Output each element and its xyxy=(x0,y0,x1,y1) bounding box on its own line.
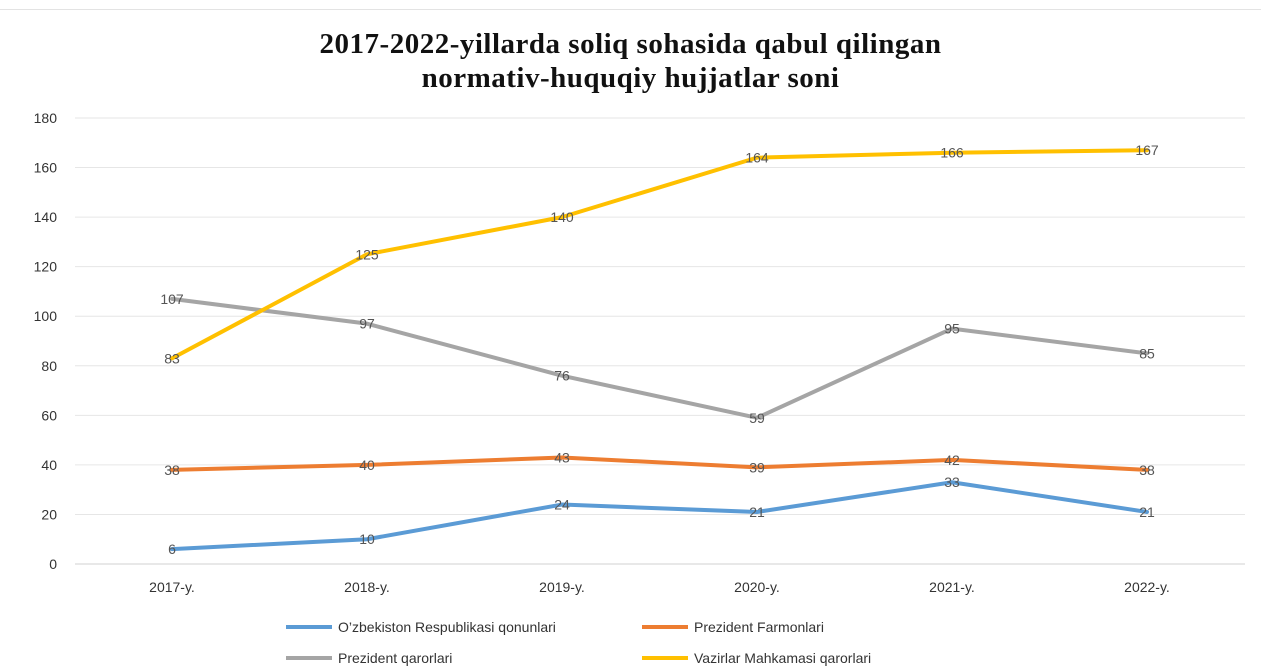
series-line xyxy=(170,296,1149,420)
legend-swatch xyxy=(642,656,688,660)
data-label: 125 xyxy=(355,246,379,262)
legend-label: Prezident qarorlari xyxy=(338,650,453,666)
y-tick-label: 140 xyxy=(34,209,58,225)
chart-title-line-2: normativ-huquqiy hujjatlar soni xyxy=(421,62,840,94)
data-label: 40 xyxy=(359,457,375,473)
y-tick-label: 0 xyxy=(49,556,57,572)
legend-swatch xyxy=(642,625,688,629)
x-tick-label: 2018-y. xyxy=(344,579,390,595)
x-tick-label: 2019-y. xyxy=(539,579,585,595)
legend-item-prezident-qarorlari: Prezident qarorlari xyxy=(286,650,452,666)
data-label: 42 xyxy=(944,452,960,468)
data-label: 59 xyxy=(749,410,765,426)
data-label: 164 xyxy=(745,150,769,166)
x-tick-label: 2022-y. xyxy=(1124,579,1170,595)
legend-item-farmonlari: Prezident Farmonlari xyxy=(642,619,824,635)
data-label: 38 xyxy=(164,462,180,478)
data-label: 83 xyxy=(164,350,180,366)
y-tick-label: 100 xyxy=(34,308,58,324)
data-label: 107 xyxy=(160,291,184,307)
chart-title-line-1: 2017-2022-yillarda soliq sohasida qabul … xyxy=(319,28,942,60)
data-label: 76 xyxy=(554,368,570,384)
legend-label: O’zbekiston Respublikasi qonunlari xyxy=(338,619,556,635)
x-tick-label: 2021-y. xyxy=(929,579,975,595)
y-tick-label: 120 xyxy=(34,259,58,275)
series-line xyxy=(170,455,1149,472)
legend-label: Prezident Farmonlari xyxy=(694,619,824,635)
data-label: 21 xyxy=(1139,504,1155,520)
data-label: 97 xyxy=(359,316,375,332)
y-tick-label: 60 xyxy=(41,407,57,423)
legend-swatch xyxy=(286,656,332,660)
data-label: 167 xyxy=(1135,142,1159,158)
series-line xyxy=(170,480,1149,552)
data-label: 43 xyxy=(554,449,570,465)
legend-label: Vazirlar Mahkamasi qarorlari xyxy=(694,650,872,666)
x-tick-label: 2017-y. xyxy=(149,579,195,595)
y-tick-label: 40 xyxy=(41,457,57,473)
data-label: 166 xyxy=(940,145,964,161)
y-tick-label: 180 xyxy=(34,110,58,126)
data-label: 140 xyxy=(550,209,574,225)
legend-swatch xyxy=(286,625,332,629)
legend-item-vazirlar-mahkamasi: Vazirlar Mahkamasi qarorlari xyxy=(642,650,871,666)
data-label: 21 xyxy=(749,504,765,520)
y-tick-label: 80 xyxy=(41,358,57,374)
y-tick-label: 20 xyxy=(41,506,57,522)
data-label: 33 xyxy=(944,474,960,490)
data-label: 95 xyxy=(944,321,960,337)
data-label: 6 xyxy=(168,541,176,557)
data-label: 38 xyxy=(1139,462,1155,478)
data-label: 85 xyxy=(1139,345,1155,361)
data-label: 39 xyxy=(749,459,765,475)
data-label: 24 xyxy=(554,497,570,513)
series-line xyxy=(170,148,1149,361)
data-label: 10 xyxy=(359,531,375,547)
legend-item-qonunlari: O’zbekiston Respublikasi qonunlari xyxy=(286,619,556,635)
x-tick-label: 2020-y. xyxy=(734,579,780,595)
y-tick-label: 160 xyxy=(34,160,58,176)
top-divider xyxy=(0,9,1261,10)
